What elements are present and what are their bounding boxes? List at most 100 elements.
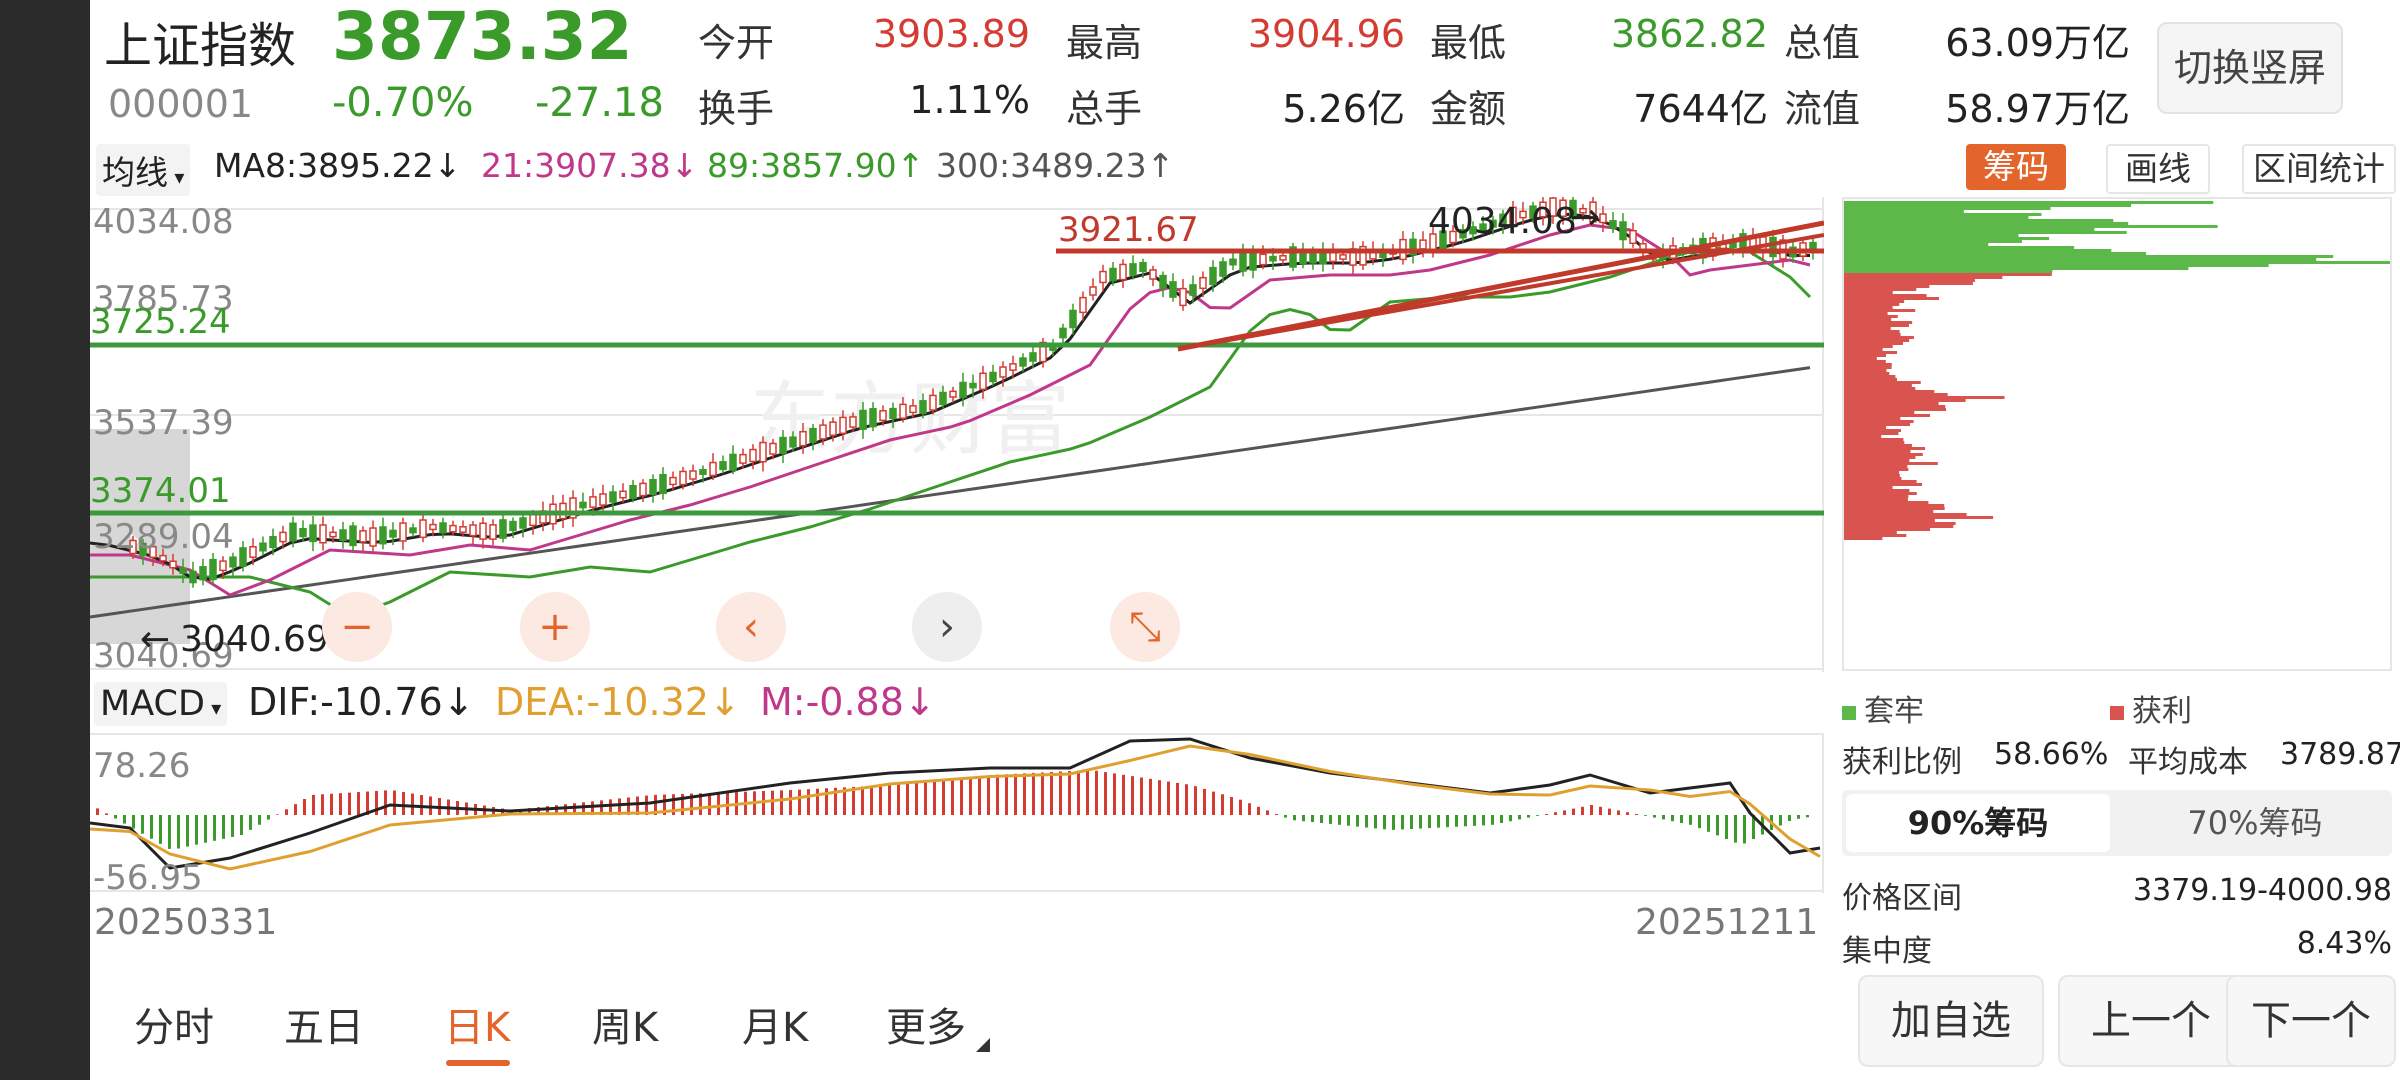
macd-bar [573, 803, 576, 815]
chip-bar [1844, 441, 1905, 444]
macd-bar [1707, 815, 1710, 832]
macd-bar [1005, 774, 1008, 815]
candle-body [1489, 219, 1497, 228]
macd-chart[interactable]: 78.26 -56.95 [90, 733, 1824, 893]
chip-bar [1844, 375, 1896, 378]
macd-dea: DEA:-10.32↓ [495, 680, 741, 724]
chip-bar [1844, 318, 1892, 321]
candle-body [1269, 255, 1277, 262]
range-stats-button[interactable]: 区间统计 [2242, 144, 2396, 194]
zoom-in-button[interactable]: + [520, 592, 590, 662]
macd-bar [312, 794, 315, 815]
tab-monthly-k[interactable]: 月K [742, 1005, 809, 1051]
trend-line-lower[interactable] [1177, 233, 1824, 351]
reset-zoom-button[interactable]: ⤡ [1110, 592, 1180, 662]
chip-bar [1844, 531, 1897, 534]
chip-bar [1844, 249, 2112, 252]
macd-bar [789, 790, 792, 815]
chip-bar [1844, 426, 1887, 429]
chevron-down-icon: ▾ [204, 696, 222, 720]
chevron-down-icon: ▾ [168, 165, 185, 189]
ma21-line [90, 223, 1811, 597]
candle-body [829, 421, 837, 436]
macd-bar [1293, 815, 1296, 821]
macd-bar [186, 815, 189, 847]
candle-body [399, 522, 407, 542]
chip-bar [1844, 468, 1909, 471]
macd-bar [150, 815, 153, 839]
ma-select-dropdown[interactable]: 均线 ▾ [96, 144, 191, 196]
macd-select-dropdown[interactable]: MACD ▾ [94, 682, 228, 726]
macd-bar [1671, 815, 1674, 822]
candle-body [1239, 250, 1247, 272]
tab-five-day[interactable]: 五日 [284, 1005, 364, 1051]
scroll-right-button[interactable]: › [912, 592, 982, 662]
candle-body [239, 547, 247, 567]
macd-bar [924, 781, 927, 815]
macd-bar [1212, 791, 1215, 815]
candle-body [1329, 251, 1337, 263]
tab-weekly-k[interactable]: 周K [592, 1005, 659, 1051]
chip-bar [1844, 255, 2334, 258]
macd-bottom-label: -56.95 [93, 858, 203, 893]
macd-bar [1401, 815, 1404, 830]
ma300-value: 300:3489.23↑ [936, 146, 1175, 185]
chips-button[interactable]: 筹码 [1966, 144, 2066, 190]
draw-line-button[interactable]: 画线 [2106, 144, 2210, 194]
macd-bar [1167, 781, 1170, 815]
macd-bar [816, 788, 819, 815]
legend-profit: 获利 [2110, 686, 2192, 730]
next-button[interactable]: 下一个 [2226, 975, 2396, 1067]
tab-70-chips[interactable]: 70%筹码 [2187, 804, 2323, 842]
zoom-out-button[interactable]: − [322, 592, 392, 662]
candle-body [479, 522, 487, 540]
add-watchlist-button[interactable]: 加自选 [1858, 975, 2044, 1067]
date-end: 20251211 [1635, 902, 1819, 943]
chip-bar [1844, 408, 1947, 411]
chip-bar [1844, 372, 1890, 375]
candle-body [389, 529, 397, 538]
candle-body [419, 519, 427, 539]
macd-bar [159, 815, 162, 844]
candle-body [679, 470, 687, 486]
macd-bar [1347, 815, 1350, 826]
chip-bar [1844, 378, 1898, 381]
chevron-right-icon: › [939, 604, 955, 650]
tab-more[interactable]: 更多 [886, 1005, 966, 1051]
macd-bar [861, 786, 864, 815]
macd-bar [1779, 815, 1782, 826]
chip-bar [1844, 516, 1994, 519]
chip-bar [1844, 345, 1893, 348]
plus-icon: + [538, 604, 572, 650]
candle-body [1129, 263, 1137, 276]
candle-body [1069, 309, 1077, 329]
macd-bar [1068, 771, 1071, 815]
tab-daily-k[interactable]: 日K [444, 1005, 511, 1051]
chip-bar [1844, 342, 1903, 345]
chip-bar [1844, 225, 2218, 228]
macd-bar [132, 815, 135, 829]
tab-intraday[interactable]: 分时 [134, 1005, 214, 1051]
dea-line [90, 744, 1821, 871]
scroll-left-button[interactable]: ‹ [716, 592, 786, 662]
switch-portrait-button[interactable]: 切换竖屏 [2157, 22, 2343, 114]
macd-bar [1131, 776, 1134, 815]
candle-body [159, 554, 167, 562]
chip-bar [1844, 522, 1956, 525]
candle-body [1559, 199, 1567, 218]
chip-bar [1844, 267, 2189, 270]
chip-bar [1844, 309, 1916, 312]
candle-body [1259, 253, 1267, 266]
macd-bar [1320, 815, 1323, 823]
candle-body [1249, 249, 1257, 271]
left-scroll-handle[interactable] [90, 429, 190, 644]
chip-bar [1844, 357, 1877, 360]
previous-button[interactable]: 上一个 [2058, 975, 2244, 1067]
macd-bar [357, 792, 360, 815]
candle-body [1449, 230, 1457, 244]
candle-body [499, 519, 507, 539]
chip-bar [1844, 312, 1888, 315]
tab-90-chips[interactable]: 90%筹码 [1846, 794, 2110, 852]
macd-bar [114, 815, 117, 819]
legend-green-swatch [1842, 705, 1856, 720]
